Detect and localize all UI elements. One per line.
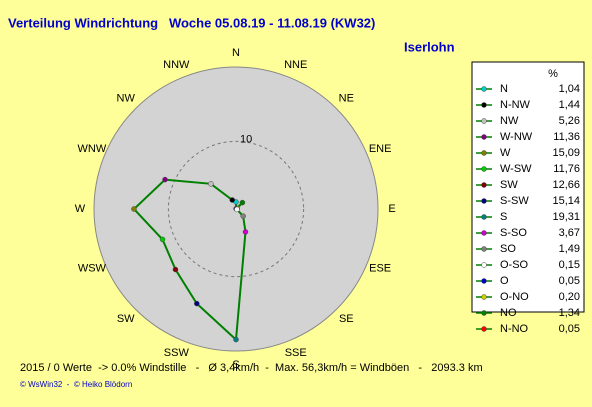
legend-value: 3,67 (559, 227, 580, 239)
legend-marker (481, 118, 487, 124)
grid-ring (167, 140, 305, 278)
legend-marker (481, 230, 487, 236)
legend-label: W (500, 147, 511, 159)
legend-value: 11,36 (553, 131, 580, 143)
radar-marker (240, 213, 246, 219)
radar-marker (131, 206, 137, 212)
legend-marker (481, 134, 487, 140)
axis-label: SW (117, 313, 135, 325)
legend-marker (481, 214, 487, 220)
radar-marker (194, 300, 200, 307)
axis-label: N (232, 47, 240, 59)
location: Iserlohn (404, 39, 455, 54)
legend-marker (481, 150, 487, 156)
radar-marker (242, 229, 249, 235)
legend-value: 0,20 (559, 291, 580, 303)
legend-marker (481, 198, 487, 204)
legend-label: NW (500, 115, 519, 127)
axis-label: SE (339, 313, 354, 325)
legend-value: 0,05 (559, 323, 580, 335)
axis-label: NE (339, 93, 354, 105)
axis-label: W (75, 203, 86, 215)
legend-label: O-SO (500, 259, 529, 271)
legend-value: 5,26 (559, 115, 580, 127)
legend-unit: % (548, 68, 558, 80)
legend-marker (481, 294, 487, 300)
legend-marker (481, 326, 487, 332)
legend-value: 1,44 (559, 99, 580, 111)
legend-value: 15,09 (552, 147, 580, 159)
legend-value: 12,66 (552, 179, 580, 191)
legend-marker (481, 262, 487, 268)
footer: 2015 / 0 Werte -> 0.0% Windstille - Ø 3,… (20, 362, 483, 374)
radar-marker (162, 176, 168, 183)
legend-box (471, 61, 585, 313)
legend-value: 0,15 (559, 259, 580, 271)
axis-label: E (388, 203, 395, 215)
axis-label: ENE (369, 143, 392, 155)
r-tick-label: 10 (240, 133, 252, 145)
legend-value: 0,05 (559, 275, 580, 287)
legend-value: 15,14 (552, 195, 580, 207)
legend-label: W-SW (500, 163, 532, 175)
chart-title: Verteilung Windrichtung Woche 05.08.19 -… (8, 15, 375, 30)
legend-value: 19,31 (552, 211, 580, 223)
legend-label: NO (500, 307, 517, 319)
axis-label: SSE (285, 347, 307, 359)
legend-marker (481, 86, 487, 92)
radar-marker (172, 266, 179, 273)
legend-label: O (500, 275, 509, 287)
legend-label: SW (500, 179, 518, 191)
legend-label: SO (500, 243, 516, 255)
legend-value: 1,49 (559, 243, 580, 255)
axis-label: NNE (284, 59, 307, 71)
axis-label: NW (117, 93, 136, 105)
radar-marker (233, 336, 239, 343)
axis-label: ESE (369, 263, 391, 275)
radar-marker (234, 206, 240, 213)
legend-value: 1,34 (559, 307, 580, 319)
legend-label: N-NW (500, 99, 531, 111)
legend-marker (481, 182, 487, 188)
legend-label: N-NO (500, 323, 529, 335)
legend-label: S-SW (500, 195, 529, 207)
legend-marker (481, 166, 487, 172)
axis-label: WNW (78, 143, 107, 155)
legend-marker (481, 246, 487, 252)
radar-marker (229, 197, 236, 203)
axis-label: NNW (163, 59, 190, 71)
legend-label: N (500, 83, 508, 95)
legend-label: O-NO (500, 291, 529, 303)
copyright: © WsWin32 - © Heiko Blödorn (20, 380, 132, 389)
axis-label: WSW (78, 263, 107, 275)
radar-marker (208, 181, 214, 187)
axis-label: S (232, 359, 239, 371)
legend-marker (481, 278, 487, 284)
legend-value: 11,76 (553, 163, 580, 175)
legend-marker (481, 102, 487, 108)
legend-label: S (500, 211, 507, 223)
radar-marker (239, 199, 246, 206)
legend-label: W-NW (500, 131, 533, 143)
legend-label: S-SO (500, 227, 527, 239)
legend-marker (481, 310, 487, 316)
legend-value: 1,04 (559, 83, 580, 95)
axis-label: SSW (164, 347, 190, 359)
radar-marker (159, 236, 166, 243)
